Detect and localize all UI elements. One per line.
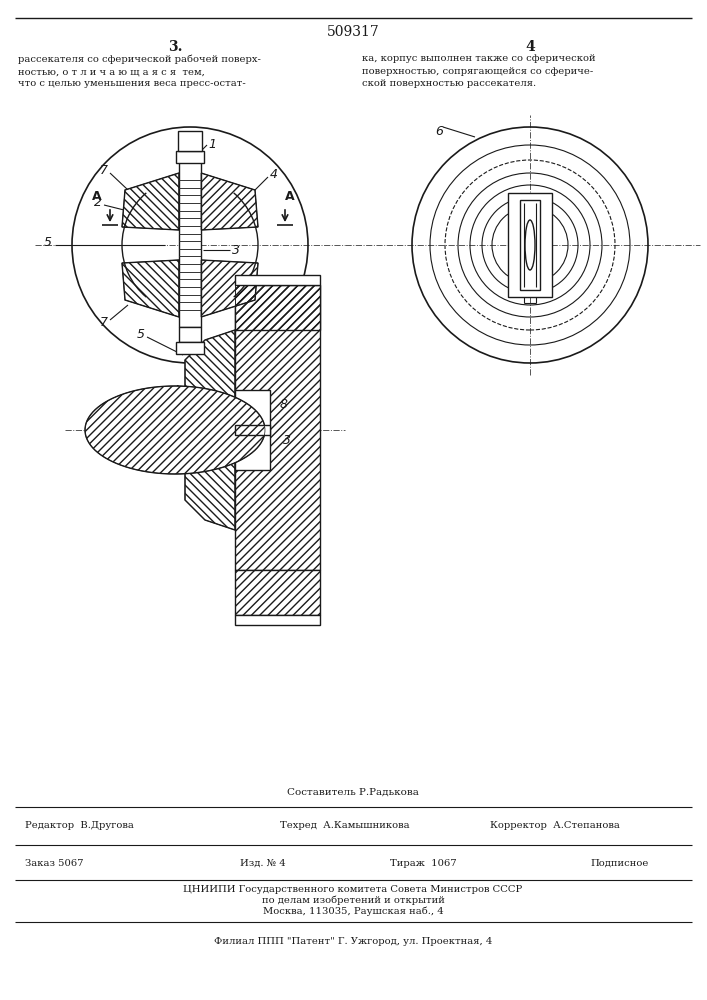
Text: рассекателя со сферической рабочей поверх-
ностью, о т л и ч а ю щ а я с я  тем,: рассекателя со сферической рабочей повер… [18,54,261,89]
Bar [235,615,320,625]
Text: 4: 4 [525,40,535,54]
Bar [179,162,201,327]
Bar [235,285,320,330]
Polygon shape [122,173,179,230]
Text: ЦНИИПИ Государственного комитета Совета Министров СССР: ЦНИИПИ Государственного комитета Совета … [183,884,522,894]
Text: ка, корпус выполнен также со сферической
поверхностью, сопрягающейся со сфериче-: ка, корпус выполнен также со сферической… [362,54,595,88]
Polygon shape [185,330,235,425]
Bar [235,390,270,470]
Polygon shape [201,173,258,230]
Text: по делам изобретений и открытий: по делам изобретений и открытий [262,895,445,905]
Bar [179,327,201,342]
Bar [235,570,320,615]
Text: Корректор  А.Степанова: Корректор А.Степанова [490,822,620,830]
Text: А - А: А - А [171,385,209,399]
Text: Редактор  В.Другова: Редактор В.Другова [25,822,134,830]
Text: 2: 2 [94,196,102,210]
Text: Заказ 5067: Заказ 5067 [25,858,83,867]
Text: Филиал ППП "Патент" Г. Ужгород, ул. Проектная, 4: Филиал ППП "Патент" Г. Ужгород, ул. Прое… [214,936,492,946]
Polygon shape [201,260,258,317]
Bar [235,285,320,570]
Text: 1: 1 [208,138,216,151]
Text: 7: 7 [100,316,108,330]
Bar [235,275,320,285]
Text: Изд. № 4: Изд. № 4 [240,858,286,867]
Bar [235,425,270,435]
Bar [178,131,202,151]
Bar [508,193,552,297]
Text: 8: 8 [280,398,288,412]
Text: A: A [92,190,102,203]
Text: 7: 7 [100,163,108,176]
Text: 3: 3 [283,434,291,446]
Text: 5: 5 [137,328,145,342]
Text: Техред  А.Камышникова: Техред А.Камышникова [280,822,409,830]
Text: Тираж  1067: Тираж 1067 [390,858,457,867]
Text: 4: 4 [270,168,278,182]
Text: 509317: 509317 [327,25,380,39]
Bar [176,342,204,354]
Text: Составитель Р.Радькова: Составитель Р.Радькова [287,788,419,797]
Text: Москва, 113035, Раушская наб., 4: Москва, 113035, Раушская наб., 4 [262,906,443,916]
Text: 6: 6 [435,125,443,138]
Bar [520,200,540,290]
Bar [235,285,320,330]
Text: 5: 5 [44,236,52,249]
Text: 3.: 3. [168,40,182,54]
Polygon shape [122,260,179,317]
Polygon shape [85,386,265,474]
Text: 3: 3 [232,243,240,256]
Polygon shape [185,435,235,530]
Text: Подписное: Подписное [590,858,648,867]
Text: A: A [285,190,295,203]
Bar [235,285,320,570]
Bar [235,570,320,615]
Bar [176,151,204,163]
